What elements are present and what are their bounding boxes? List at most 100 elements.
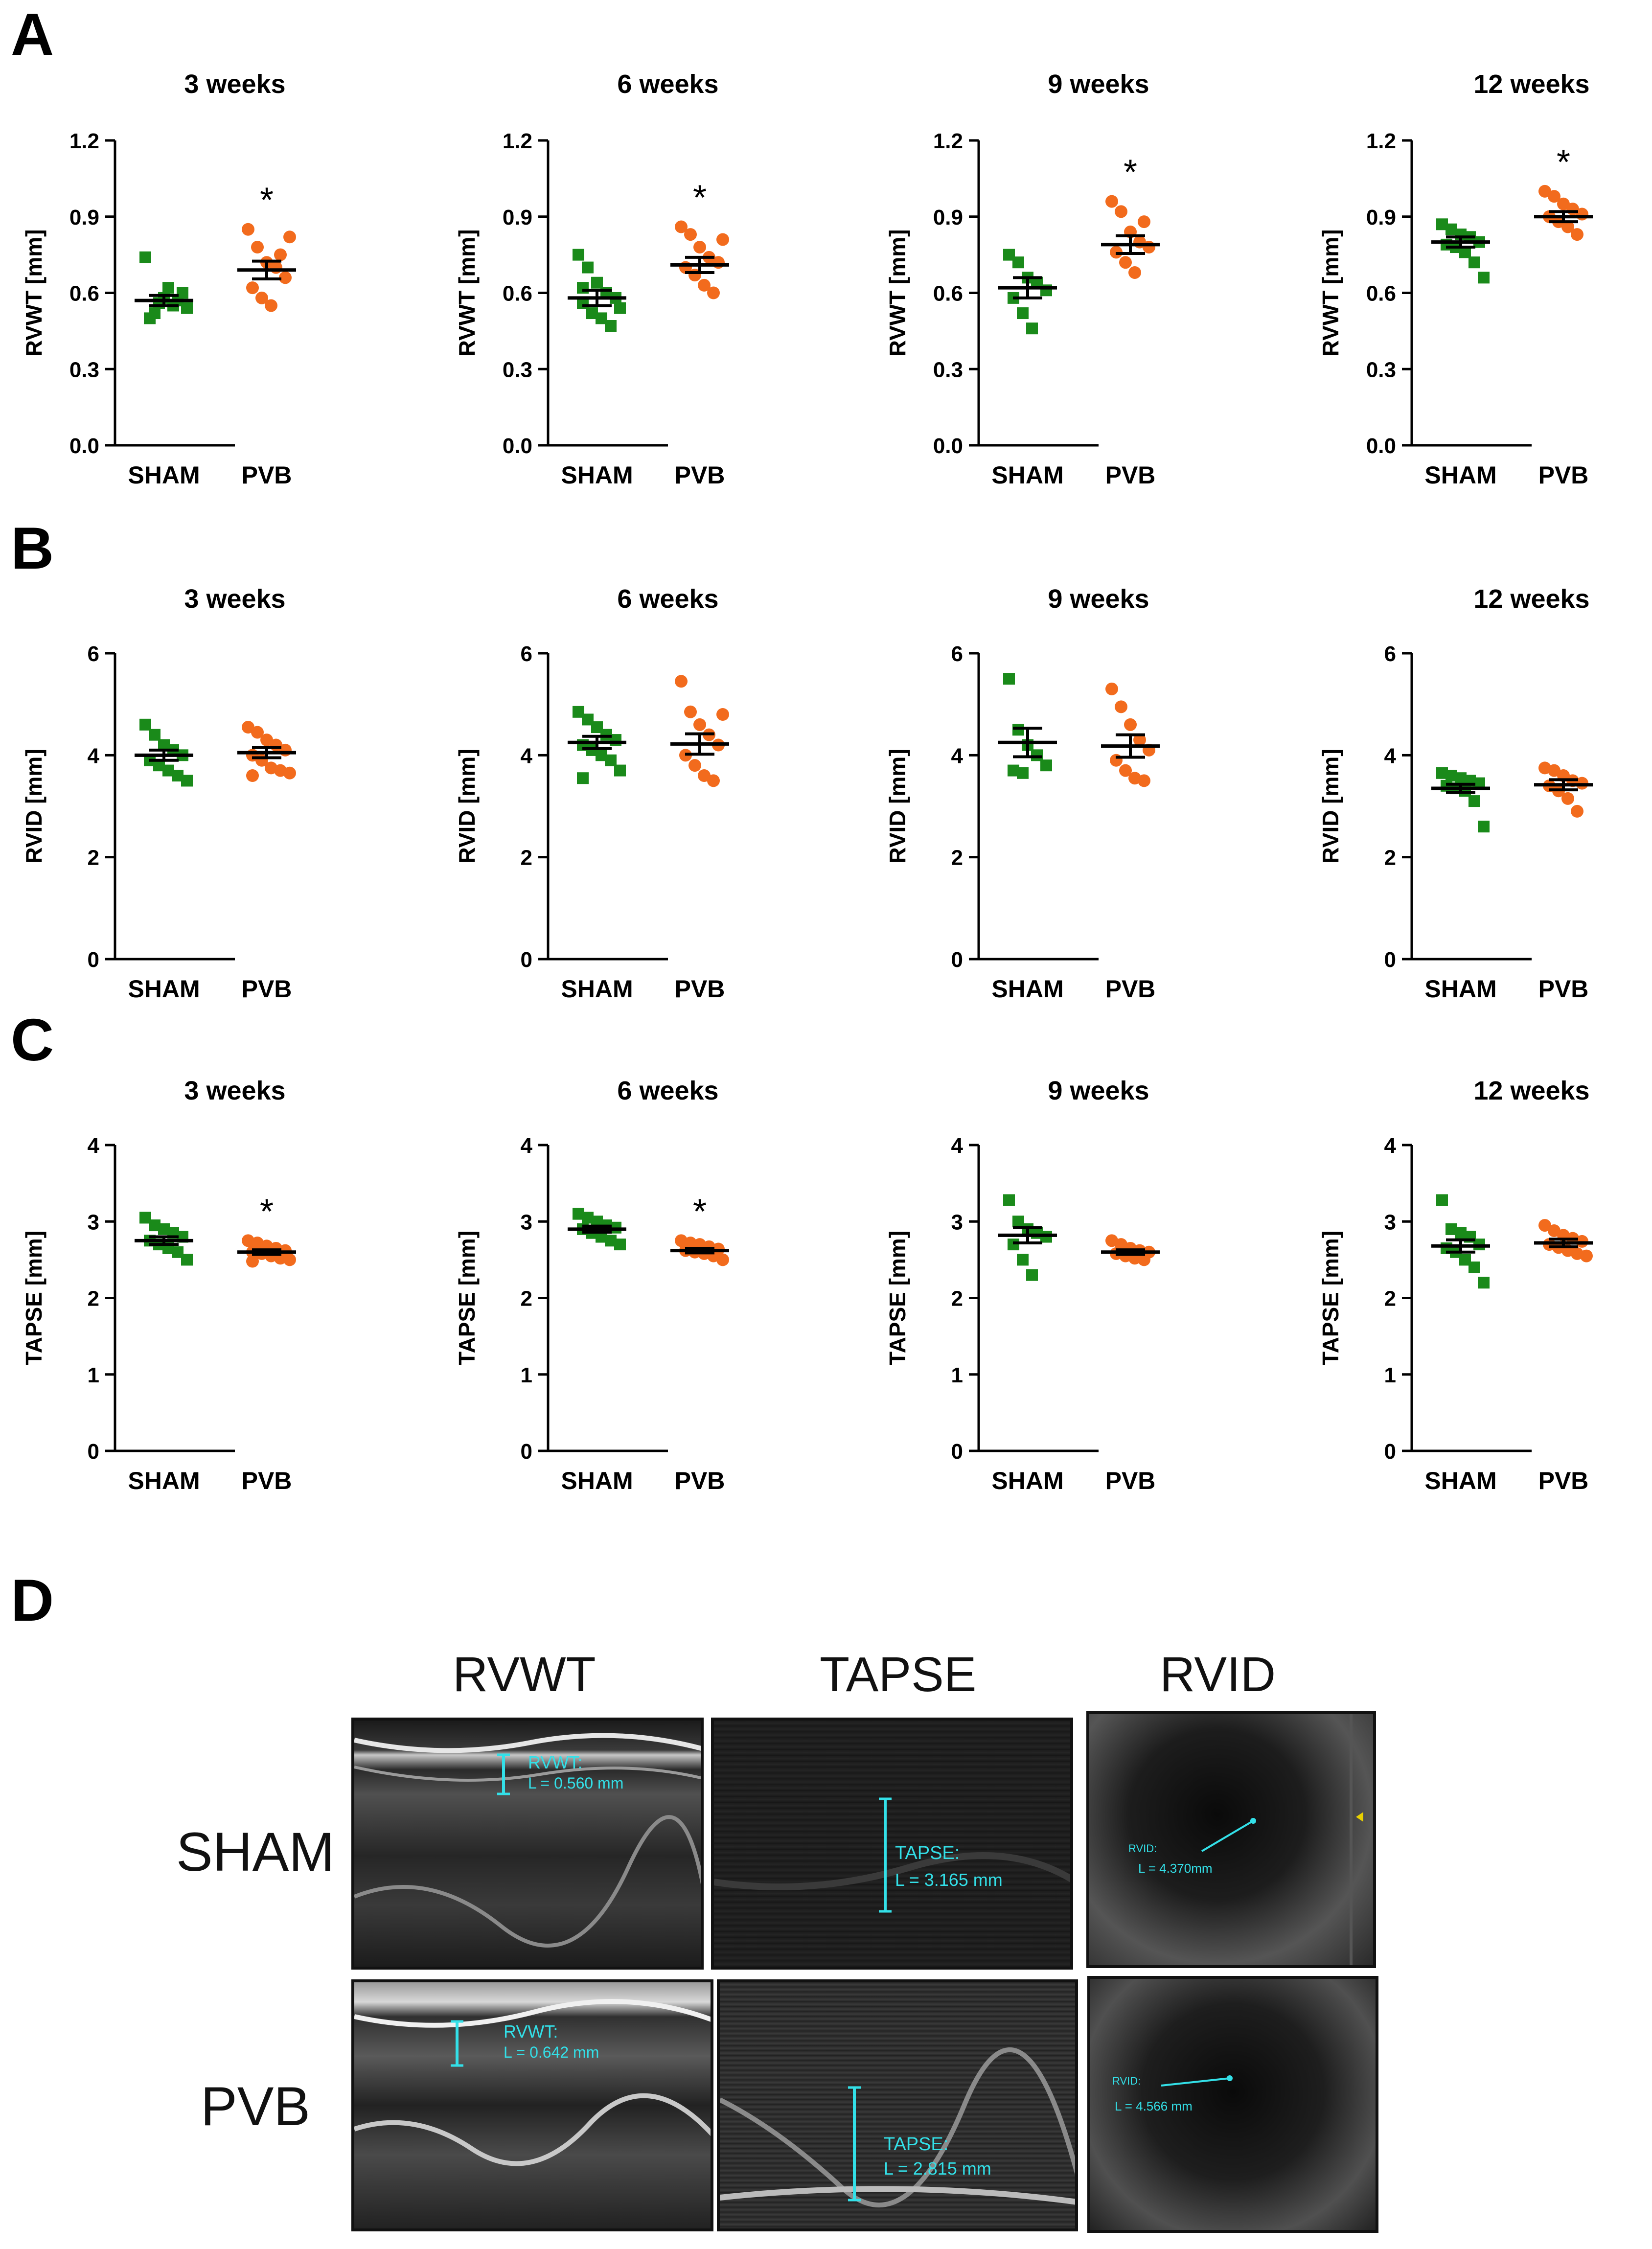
chart-c-1-ytick-label: 4 bbox=[88, 1134, 100, 1158]
chart-c-4-title: 12 weeks bbox=[1473, 1076, 1589, 1105]
chart-b-3-sham-point bbox=[1017, 767, 1029, 779]
chart-c-1-ylabel: TAPSE [mm] bbox=[21, 1231, 46, 1365]
chart-b-4-ytick-label: 4 bbox=[1384, 744, 1397, 768]
us-sham-tapse-value: L = 3.165 mm bbox=[895, 1870, 1003, 1890]
chart-b-4-xtick-label: PVB bbox=[1538, 975, 1589, 1003]
us-pvb-rvwt-value: L = 0.642 mm bbox=[504, 2043, 599, 2061]
us-pvb-rvid: RVID: L = 4.566 mm bbox=[1087, 1976, 1378, 2233]
chart-a-4-ylabel: RVWT [mm] bbox=[1318, 229, 1343, 357]
chart-c-3-sham-point bbox=[1026, 1269, 1038, 1281]
chart-b-2-pvb-point bbox=[707, 774, 720, 787]
chart-b-3-sham-point bbox=[1012, 724, 1024, 736]
chart-b-4-sham-point bbox=[1468, 795, 1480, 807]
us-sham-tapse: TAPSE: L = 3.165 mm bbox=[711, 1718, 1073, 1970]
chart-b-2-xtick-label: SHAM bbox=[561, 975, 633, 1003]
chart-a-1-pvb-point bbox=[246, 281, 259, 295]
chart-c-1-pvb-point bbox=[246, 1255, 259, 1268]
chart-a-3-title: 9 weeks bbox=[1048, 69, 1149, 99]
us-sham-rvid-value: L = 4.370mm bbox=[1138, 1861, 1213, 1876]
chart-b-2-ytick-label: 0 bbox=[521, 948, 532, 972]
chart-b-2-sham-point bbox=[614, 764, 626, 777]
chart-c-1-xtick-label: SHAM bbox=[128, 1467, 200, 1494]
chart-c-3-ytick-label: 1 bbox=[951, 1363, 963, 1387]
chart-a-3-pvb-point bbox=[1105, 195, 1118, 208]
chart-a-1-pvb-point bbox=[255, 291, 268, 304]
chart-a-1-xtick-label: SHAM bbox=[128, 461, 200, 489]
chart-b-1-pvb-point bbox=[242, 721, 254, 734]
us-title-tapse: TAPSE bbox=[820, 1647, 977, 1702]
us-sham-rvwt-value: L = 0.560 mm bbox=[528, 1774, 624, 1792]
chart-c-2-xtick-label: SHAM bbox=[561, 1467, 633, 1494]
us-pvb-rvid-value: L = 4.566 mm bbox=[1115, 2099, 1193, 2113]
chart-a-3-ylabel: RVWT [mm] bbox=[885, 229, 910, 357]
chart-b-2-pvb-point bbox=[675, 675, 688, 688]
chart-a-2-ytick-label: 1.2 bbox=[503, 129, 532, 153]
chart-b-2-xtick-label: PVB bbox=[675, 975, 725, 1003]
chart-c-1-ytick-label: 3 bbox=[88, 1210, 99, 1234]
chart-b-2-ytick-label: 2 bbox=[521, 846, 532, 870]
chart-a-1-pvb-point bbox=[270, 261, 282, 274]
chart-a-4-pvb-point bbox=[1557, 197, 1570, 210]
chart-a-1-sham-point bbox=[181, 302, 193, 314]
chart-b-1-ytick-label: 6 bbox=[88, 642, 99, 666]
chart-a-2-sham-point bbox=[591, 276, 603, 289]
chart-a-2-pvb-point bbox=[698, 278, 711, 292]
panel-letter-d: D bbox=[11, 1567, 54, 1633]
chart-a-3-pvb-point bbox=[1128, 266, 1141, 279]
chart-a-4-ytick-label: 1.2 bbox=[1366, 129, 1396, 153]
chart-b-4-pvb-point bbox=[1548, 764, 1560, 777]
chart-b-1-pvb-point bbox=[260, 734, 273, 747]
chart-a-2-pvb-point bbox=[675, 220, 688, 233]
chart-c-2-title: 6 weeks bbox=[617, 1076, 718, 1105]
chart-a-2-xtick-label: PVB bbox=[675, 461, 725, 489]
chart-c-1-ytick-label: 1 bbox=[88, 1363, 99, 1387]
chart-c-4-ylabel: TAPSE [mm] bbox=[1318, 1231, 1343, 1365]
chart-b-1-pvb-point bbox=[246, 769, 259, 782]
chart-c-3-pvb-point bbox=[1138, 1253, 1150, 1266]
chart-a-4-title: 12 weeks bbox=[1473, 69, 1589, 99]
chart-a-1-pvb-point bbox=[274, 248, 287, 261]
us-pvb-rvwt: RVWT: L = 0.642 mm bbox=[351, 1979, 713, 2231]
chart-a-2-sham-point bbox=[577, 282, 589, 294]
chart-c-1-xtick-label: PVB bbox=[242, 1467, 292, 1494]
chart-a-1-sham-point bbox=[162, 282, 174, 294]
chart-a-1-pvb-point bbox=[279, 271, 292, 284]
chart-a-3-significance: * bbox=[1124, 153, 1137, 192]
us-title-rvid: RVID bbox=[1160, 1647, 1276, 1702]
chart-b-3-xtick-label: SHAM bbox=[991, 975, 1063, 1003]
chart-a-4-pvb-point bbox=[1561, 220, 1574, 233]
chart-a-3-xtick-label: PVB bbox=[1105, 461, 1156, 489]
chart-b-1-sham-point bbox=[181, 775, 193, 787]
chart-b-1-ytick-label: 4 bbox=[88, 744, 100, 768]
chart-b-1-title: 3 weeks bbox=[184, 584, 285, 614]
chart-b-1-pvb-point bbox=[279, 743, 292, 757]
chart-b-2-pvb-point bbox=[693, 718, 706, 731]
chart-a-1-pvb-point bbox=[283, 230, 296, 244]
chart-b-1-ytick-label: 2 bbox=[88, 846, 99, 870]
chart-a-3-sham-point bbox=[1026, 322, 1038, 335]
chart-a-3-sham-point bbox=[1017, 307, 1029, 320]
chart-b-3-ytick-label: 4 bbox=[951, 744, 964, 768]
chart-a-1-pvb-point bbox=[242, 223, 254, 236]
chart-a-3-xtick-label: SHAM bbox=[991, 461, 1063, 489]
chart-c-2-ytick-label: 1 bbox=[521, 1363, 532, 1387]
chart-b-2-ylabel: RVID [mm] bbox=[454, 749, 480, 863]
chart-a-4-ytick-label: 0.6 bbox=[1366, 282, 1396, 306]
chart-c-3-xtick-label: SHAM bbox=[991, 1467, 1063, 1494]
chart-a-2-sham-point bbox=[605, 320, 617, 332]
chart-a-1-ytick-label: 0.9 bbox=[69, 206, 99, 229]
chart-a-2-ylabel: RVWT [mm] bbox=[454, 229, 480, 357]
us-pvb-tapse: TAPSE: L = 2.815 mm bbox=[717, 1979, 1078, 2231]
chart-b-1-pvb-point bbox=[251, 726, 264, 739]
chart-b-1-pvb-point bbox=[283, 766, 296, 780]
us-pvb-rvwt-label: RVWT: bbox=[504, 2021, 558, 2042]
chart-c-2-pvb-point bbox=[716, 1253, 729, 1266]
chart-c-4-sham-point bbox=[1436, 1194, 1448, 1206]
chart-b-3-ytick-label: 6 bbox=[951, 642, 963, 666]
chart-c-3-sham-point bbox=[1003, 1194, 1015, 1206]
chart-c-4-pvb-point bbox=[1538, 1219, 1551, 1232]
chart-b-3-pvb-point bbox=[1119, 764, 1132, 777]
chart-b-3-pvb-point bbox=[1133, 734, 1146, 747]
chart-b-3-pvb-point bbox=[1115, 700, 1127, 713]
